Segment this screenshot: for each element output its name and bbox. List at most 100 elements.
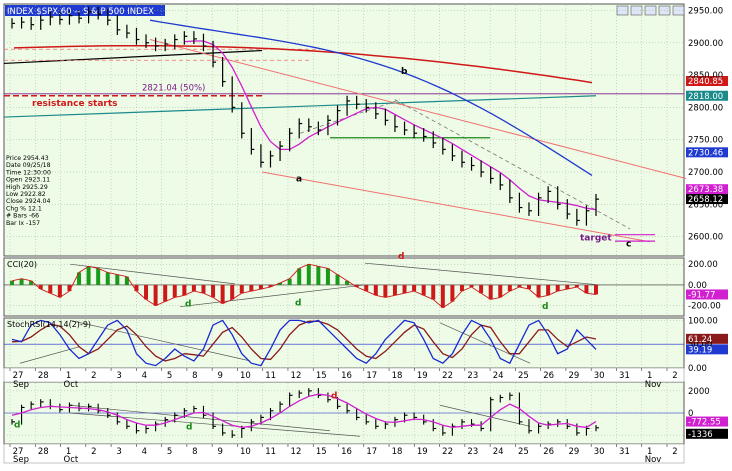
price-tag-bg bbox=[686, 194, 728, 205]
x-tick-label: 1 bbox=[66, 447, 71, 457]
stochrsi-label: StochRSI(14,14(2)-9) bbox=[7, 320, 91, 329]
price-tag-bg bbox=[686, 147, 728, 158]
x-tick-label: 10 bbox=[240, 447, 251, 457]
x-tick-label: 16 bbox=[341, 371, 352, 381]
ad-moving-average bbox=[11, 393, 597, 429]
x-tick-label: 10 bbox=[240, 371, 251, 381]
stochrsi-k-line bbox=[11, 319, 597, 367]
x-tick-label: 23 bbox=[467, 447, 478, 457]
cci-bar bbox=[517, 284, 522, 287]
x-tick-label: 30 bbox=[594, 371, 605, 381]
cci-bar bbox=[38, 284, 43, 290]
info-box-line: Bar Ix -157 bbox=[6, 220, 40, 227]
cci-bar bbox=[364, 284, 369, 292]
x-tick-label: 8 bbox=[192, 447, 197, 457]
x-tick-label: 11 bbox=[265, 371, 276, 381]
black-trend-line bbox=[3, 49, 263, 65]
cci-divergence-marker: d bbox=[295, 299, 301, 309]
x-month-label: Sep bbox=[13, 455, 29, 465]
x-tick-label: 31 bbox=[619, 371, 630, 381]
cci-bar bbox=[249, 284, 254, 292]
cci-bar bbox=[191, 284, 196, 292]
wave-a-label: a bbox=[296, 175, 302, 185]
cci-bar bbox=[96, 268, 101, 285]
x-tick-label: 15 bbox=[316, 371, 327, 381]
x-tick-label: 2 bbox=[91, 371, 96, 381]
cci-bar bbox=[115, 274, 120, 285]
info-box-line: High 2925.29 bbox=[6, 184, 48, 191]
x-tick-label: 18 bbox=[392, 371, 403, 381]
ad-y-tick: 2000 bbox=[688, 387, 710, 397]
x-tick-label: 5 bbox=[167, 371, 172, 381]
price-y-tick: 2600.00 bbox=[688, 233, 723, 243]
cci-bar bbox=[230, 284, 235, 300]
cci-bar bbox=[105, 272, 110, 285]
stoch-tag-label: 39.19 bbox=[688, 345, 712, 355]
cci-trend-line-3 bbox=[179, 284, 366, 308]
x-tick-label: 12 bbox=[291, 447, 302, 457]
cci-label: CCI(20) bbox=[7, 260, 37, 269]
cci-bar bbox=[258, 284, 263, 290]
stoch-tag-bg bbox=[686, 344, 728, 355]
price-y-tick: 2850.00 bbox=[688, 71, 723, 81]
x-tick-label: 9 bbox=[217, 447, 222, 457]
x-tick-label: 19 bbox=[417, 447, 428, 457]
cci-y-tick: 200.00 bbox=[688, 260, 718, 270]
x-tick-label: 3 bbox=[116, 371, 121, 381]
x-tick-label: 4 bbox=[142, 371, 147, 381]
price-y-tick: 2950.00 bbox=[688, 6, 723, 16]
cci-bar bbox=[220, 284, 225, 304]
ad-y-tick: -2000 bbox=[688, 431, 713, 441]
price-y-tick: 2700.00 bbox=[688, 168, 723, 178]
x-tick-label: 2 bbox=[672, 371, 677, 381]
info-box-line: Close 2924.04 bbox=[6, 198, 50, 205]
ad-trend-line-2 bbox=[69, 412, 361, 437]
cci-bar bbox=[479, 284, 484, 294]
ad-tag-bg bbox=[686, 428, 728, 439]
x-tick-label: 23 bbox=[467, 371, 478, 381]
ad-tag-label: -772.55 bbox=[688, 418, 721, 428]
cci-bar bbox=[325, 268, 330, 285]
stoch-y-tick: 50.00 bbox=[688, 340, 712, 350]
cci-bar bbox=[316, 266, 321, 285]
cci-bar bbox=[134, 284, 139, 292]
cci-bar bbox=[57, 284, 62, 298]
ad-divergence-marker: d bbox=[14, 420, 20, 430]
cci-bar bbox=[201, 284, 206, 294]
x-tick-label: 30 bbox=[594, 447, 605, 457]
wave-c-label: c bbox=[626, 239, 631, 249]
x-tick-label: 1 bbox=[647, 371, 652, 381]
x-tick-label: 18 bbox=[392, 447, 403, 457]
x-tick-label: 16 bbox=[341, 447, 352, 457]
red-moving-average bbox=[13, 44, 593, 84]
x-tick-label: 17 bbox=[366, 447, 377, 457]
cci-bar bbox=[306, 264, 311, 285]
x-tick-label: 15 bbox=[316, 447, 327, 457]
cci-bar bbox=[402, 284, 407, 294]
cci-bar bbox=[345, 280, 350, 285]
x-tick-label: 28 bbox=[38, 447, 49, 457]
x-month-label: Sep bbox=[13, 380, 29, 390]
cci-bar bbox=[565, 284, 570, 290]
info-box-line: Time 12:30:00 bbox=[5, 169, 51, 176]
x-month-label: Nov bbox=[645, 455, 662, 465]
cci-bar bbox=[29, 280, 34, 285]
ad-tag-label: -1336 bbox=[688, 430, 713, 440]
ad-divergence-marker: d bbox=[186, 423, 192, 433]
cci-bar bbox=[383, 284, 388, 298]
stoch-panel-bg bbox=[3, 317, 685, 369]
x-month-label: Oct bbox=[64, 380, 79, 390]
ad-trend-line bbox=[69, 404, 331, 432]
price-y-tick: 2800.00 bbox=[688, 103, 723, 113]
x-tick-label: 9 bbox=[217, 371, 222, 381]
price-tag-bg bbox=[686, 184, 728, 195]
stoch-y-tick: 0.00 bbox=[688, 364, 707, 374]
cci-bar bbox=[412, 284, 417, 292]
x-tick-label: 1 bbox=[647, 447, 652, 457]
cci-bar bbox=[431, 284, 436, 300]
dashed-down-line bbox=[394, 99, 631, 230]
x-tick-label: 8 bbox=[192, 371, 197, 381]
info-box-line: # Bars -66 bbox=[6, 213, 39, 220]
